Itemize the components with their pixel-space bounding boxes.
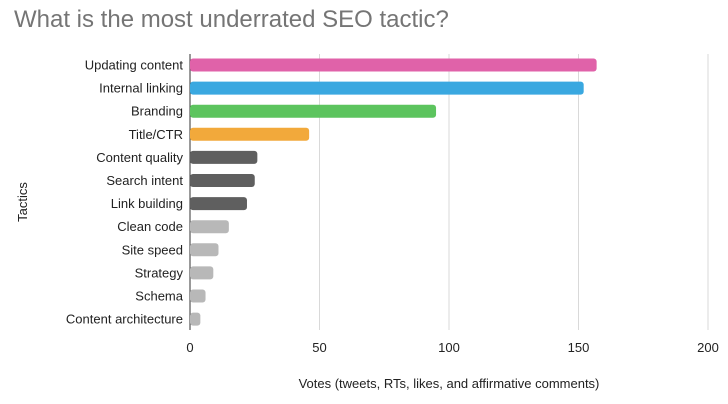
category-label: Link building xyxy=(111,196,183,211)
category-label: Content quality xyxy=(96,150,183,165)
x-axis-title: Votes (tweets, RTs, likes, and affirmati… xyxy=(299,376,600,391)
category-label: Search intent xyxy=(106,173,183,188)
gridlines xyxy=(189,54,709,330)
chart-title: What is the most underrated SEO tactic? xyxy=(14,6,449,33)
bar xyxy=(190,127,310,141)
category-label: Updating content xyxy=(85,58,184,73)
bar xyxy=(190,289,206,303)
category-label: Clean code xyxy=(117,219,183,234)
x-tick-label: 150 xyxy=(568,340,590,355)
category-label: Strategy xyxy=(135,265,184,280)
bar xyxy=(190,150,258,164)
bar xyxy=(190,312,201,326)
x-tick-label: 0 xyxy=(186,340,193,355)
bar xyxy=(190,104,437,118)
x-tick-label: 50 xyxy=(312,340,326,355)
bar xyxy=(190,197,247,211)
x-tick-label: 200 xyxy=(697,340,719,355)
x-tick-label: 100 xyxy=(438,340,460,355)
bar xyxy=(190,174,255,187)
category-label: Title/CTR xyxy=(129,127,183,142)
y-axis-title: Tactics xyxy=(15,182,30,222)
bar xyxy=(190,266,214,280)
category-label: Branding xyxy=(131,104,183,119)
bar xyxy=(190,243,219,257)
bar xyxy=(190,220,229,234)
category-label: Schema xyxy=(135,289,183,304)
category-label: Internal linking xyxy=(99,81,183,96)
bar xyxy=(190,58,597,72)
bar xyxy=(190,81,584,95)
category-label: Content architecture xyxy=(66,312,183,327)
bars xyxy=(190,58,597,326)
x-tick-labels: 0 50 100 150 200 xyxy=(186,340,718,355)
category-labels: Updating content Internal linking Branding… xyxy=(66,58,184,327)
category-label: Site speed xyxy=(122,242,183,257)
